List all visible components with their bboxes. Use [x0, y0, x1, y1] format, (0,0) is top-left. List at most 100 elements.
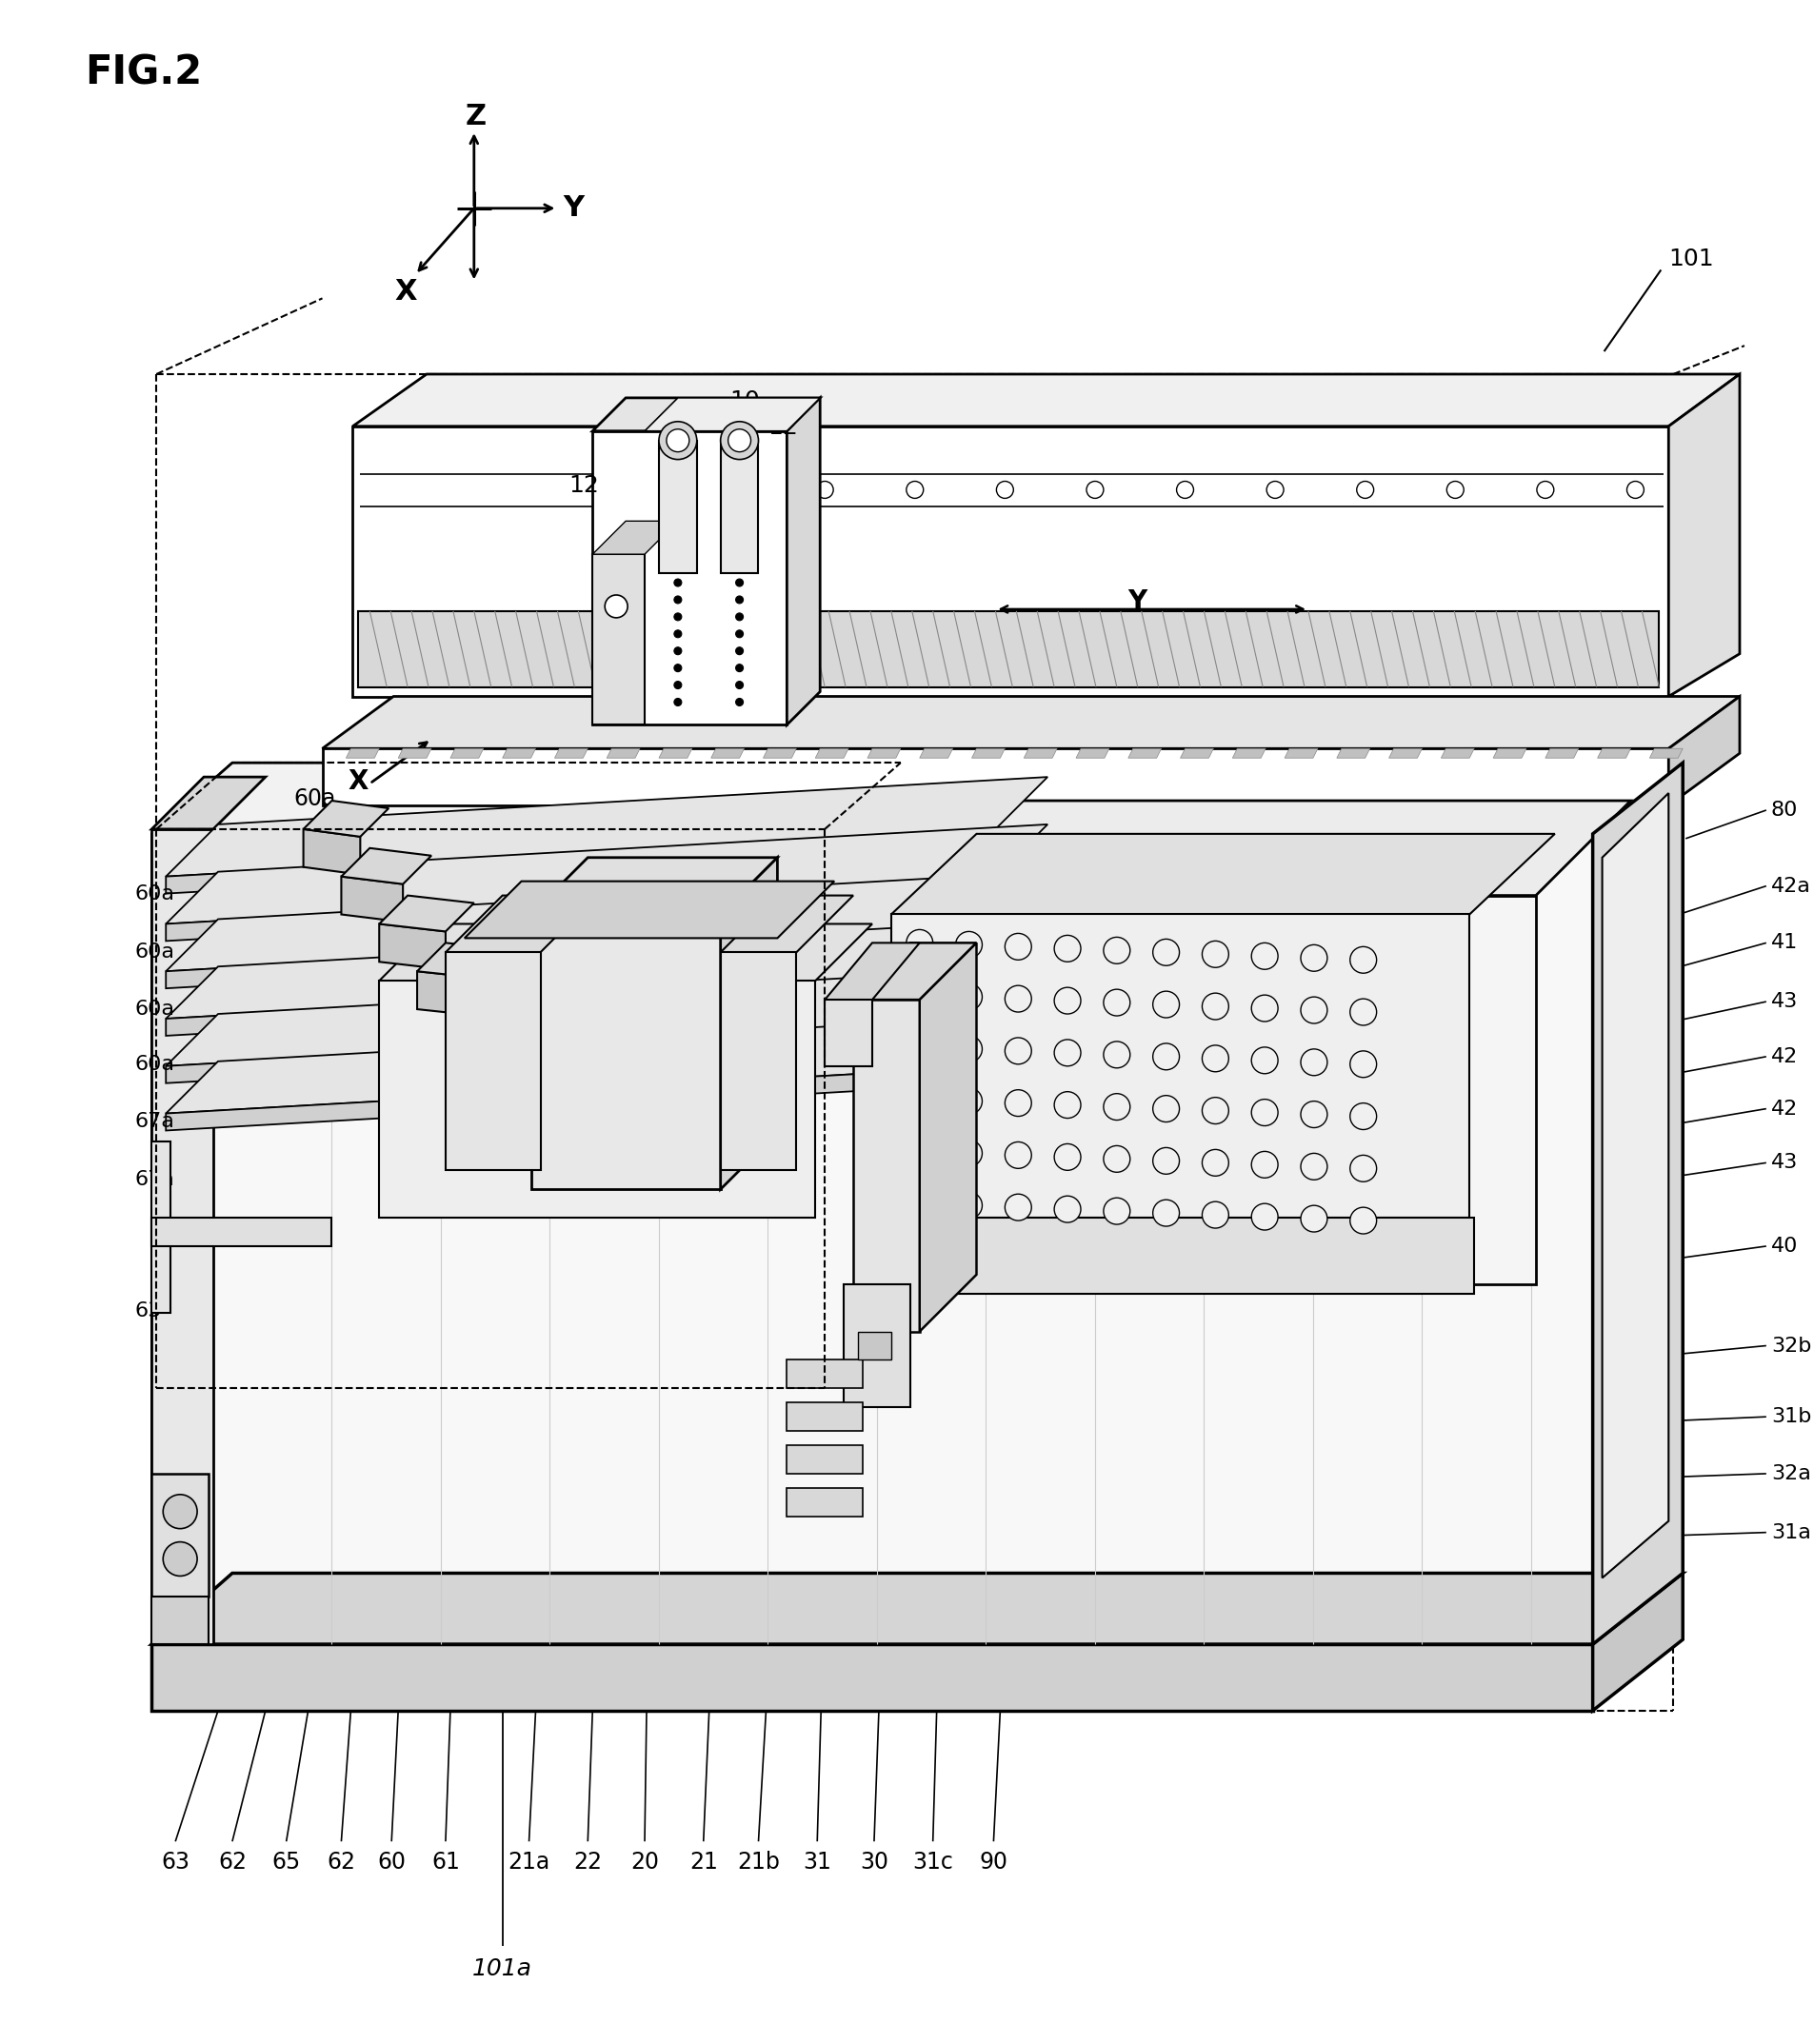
Polygon shape — [591, 399, 820, 431]
Circle shape — [637, 480, 653, 499]
Circle shape — [1301, 1102, 1326, 1128]
Polygon shape — [165, 1014, 1047, 1114]
Polygon shape — [152, 1596, 209, 1643]
Polygon shape — [165, 877, 994, 940]
Circle shape — [1152, 1096, 1179, 1122]
Text: Y: Y — [562, 194, 584, 223]
Polygon shape — [606, 748, 640, 758]
Circle shape — [1152, 1200, 1179, 1226]
Circle shape — [1054, 987, 1079, 1014]
Circle shape — [735, 630, 744, 638]
Polygon shape — [165, 967, 1047, 1067]
Text: 43: 43 — [1770, 1153, 1798, 1173]
Circle shape — [956, 1036, 981, 1063]
Circle shape — [1103, 1094, 1130, 1120]
Text: 50: 50 — [952, 818, 981, 840]
Circle shape — [1350, 1051, 1375, 1077]
Circle shape — [1350, 1000, 1375, 1026]
Polygon shape — [379, 924, 446, 969]
Polygon shape — [814, 748, 849, 758]
Polygon shape — [417, 942, 517, 979]
Text: 32b: 32b — [1770, 1337, 1810, 1355]
Circle shape — [1103, 1147, 1130, 1173]
Circle shape — [1054, 1145, 1079, 1171]
Polygon shape — [1284, 748, 1317, 758]
Polygon shape — [152, 1574, 1682, 1643]
Circle shape — [1252, 995, 1277, 1022]
Text: 60a: 60a — [134, 1055, 174, 1073]
Text: 22: 22 — [573, 1852, 602, 1874]
Circle shape — [666, 429, 689, 452]
Text: 12: 12 — [767, 415, 798, 439]
Polygon shape — [165, 1067, 994, 1130]
Circle shape — [727, 429, 751, 452]
Polygon shape — [1667, 374, 1740, 697]
Polygon shape — [532, 914, 720, 1190]
Circle shape — [735, 681, 744, 689]
Circle shape — [1103, 936, 1130, 963]
Polygon shape — [920, 748, 952, 758]
Polygon shape — [658, 442, 697, 572]
Circle shape — [1152, 1147, 1179, 1173]
Polygon shape — [341, 877, 403, 922]
Polygon shape — [303, 801, 388, 836]
Text: 65: 65 — [272, 1852, 301, 1874]
Polygon shape — [644, 399, 820, 431]
Circle shape — [1087, 480, 1103, 499]
Polygon shape — [555, 748, 588, 758]
Polygon shape — [532, 858, 776, 914]
Circle shape — [956, 1141, 981, 1167]
Polygon shape — [1388, 748, 1422, 758]
Circle shape — [1005, 1194, 1030, 1220]
Polygon shape — [341, 848, 432, 885]
Polygon shape — [323, 697, 1740, 748]
Text: 43: 43 — [1770, 991, 1798, 1012]
Circle shape — [735, 578, 744, 587]
Polygon shape — [764, 748, 796, 758]
Circle shape — [1103, 1198, 1130, 1224]
Circle shape — [1301, 1153, 1326, 1179]
Circle shape — [673, 613, 682, 621]
Circle shape — [726, 480, 744, 499]
Text: 101: 101 — [1667, 247, 1712, 270]
Circle shape — [1201, 1098, 1228, 1124]
Polygon shape — [720, 895, 853, 953]
Polygon shape — [464, 881, 834, 938]
Circle shape — [996, 480, 1012, 499]
Text: 42: 42 — [1770, 1047, 1798, 1067]
Text: 60a: 60a — [134, 942, 174, 963]
Polygon shape — [152, 1218, 332, 1247]
Polygon shape — [824, 1000, 873, 1067]
Circle shape — [1054, 1196, 1079, 1222]
Text: 62: 62 — [218, 1852, 247, 1874]
Text: 60a: 60a — [134, 885, 174, 903]
Circle shape — [1103, 989, 1130, 1016]
Polygon shape — [1544, 748, 1578, 758]
Polygon shape — [303, 830, 359, 875]
Circle shape — [1301, 997, 1326, 1024]
Text: 31c: 31c — [912, 1852, 952, 1874]
Circle shape — [673, 597, 682, 603]
Polygon shape — [591, 521, 677, 554]
Polygon shape — [711, 748, 744, 758]
Text: 90: 90 — [980, 1852, 1007, 1874]
Polygon shape — [1232, 748, 1264, 758]
Polygon shape — [165, 871, 1047, 971]
Text: 61: 61 — [432, 1852, 459, 1874]
Circle shape — [1301, 1206, 1326, 1233]
Polygon shape — [858, 1331, 891, 1359]
Polygon shape — [853, 942, 976, 1000]
Text: Z: Z — [464, 102, 486, 131]
Polygon shape — [1440, 748, 1473, 758]
Circle shape — [1355, 480, 1373, 499]
Text: 11: 11 — [749, 403, 778, 425]
Circle shape — [905, 1085, 932, 1112]
Circle shape — [604, 595, 628, 617]
Polygon shape — [787, 1359, 862, 1388]
Polygon shape — [1593, 1574, 1682, 1711]
Circle shape — [1054, 936, 1079, 963]
Circle shape — [673, 578, 682, 587]
Polygon shape — [591, 431, 787, 726]
Circle shape — [735, 664, 744, 672]
Circle shape — [905, 930, 932, 957]
